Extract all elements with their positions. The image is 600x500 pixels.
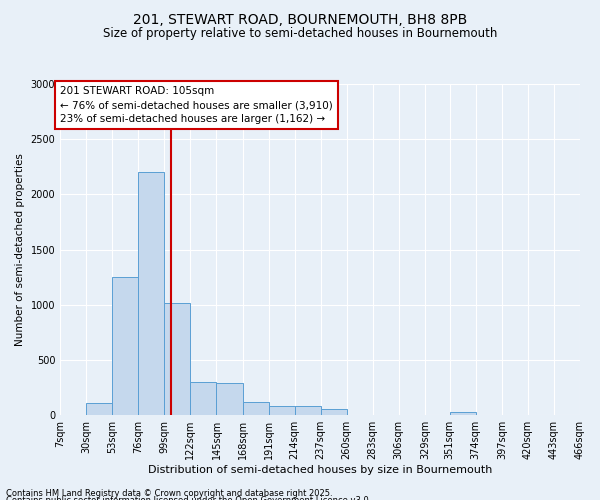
Bar bbox=[112, 277, 139, 415]
X-axis label: Distribution of semi-detached houses by size in Bournemouth: Distribution of semi-detached houses by … bbox=[148, 465, 492, 475]
Text: Contains HM Land Registry data © Crown copyright and database right 2025.: Contains HM Land Registry data © Crown c… bbox=[6, 488, 332, 498]
Text: 201, STEWART ROAD, BOURNEMOUTH, BH8 8PB: 201, STEWART ROAD, BOURNEMOUTH, BH8 8PB bbox=[133, 12, 467, 26]
Bar bbox=[217, 383, 242, 415]
Bar bbox=[190, 382, 217, 415]
Bar bbox=[269, 406, 295, 415]
Text: Size of property relative to semi-detached houses in Bournemouth: Size of property relative to semi-detach… bbox=[103, 28, 497, 40]
Bar bbox=[450, 412, 476, 415]
Text: 201 STEWART ROAD: 105sqm
← 76% of semi-detached houses are smaller (3,910)
23% o: 201 STEWART ROAD: 105sqm ← 76% of semi-d… bbox=[60, 86, 333, 124]
Text: Contains public sector information licensed under the Open Government Licence v3: Contains public sector information licen… bbox=[6, 496, 371, 500]
Bar bbox=[139, 172, 164, 415]
Bar bbox=[164, 302, 190, 415]
Bar bbox=[242, 402, 269, 415]
Bar bbox=[295, 406, 320, 415]
Bar bbox=[320, 409, 347, 415]
Bar bbox=[86, 403, 112, 415]
Y-axis label: Number of semi-detached properties: Number of semi-detached properties bbox=[15, 153, 25, 346]
